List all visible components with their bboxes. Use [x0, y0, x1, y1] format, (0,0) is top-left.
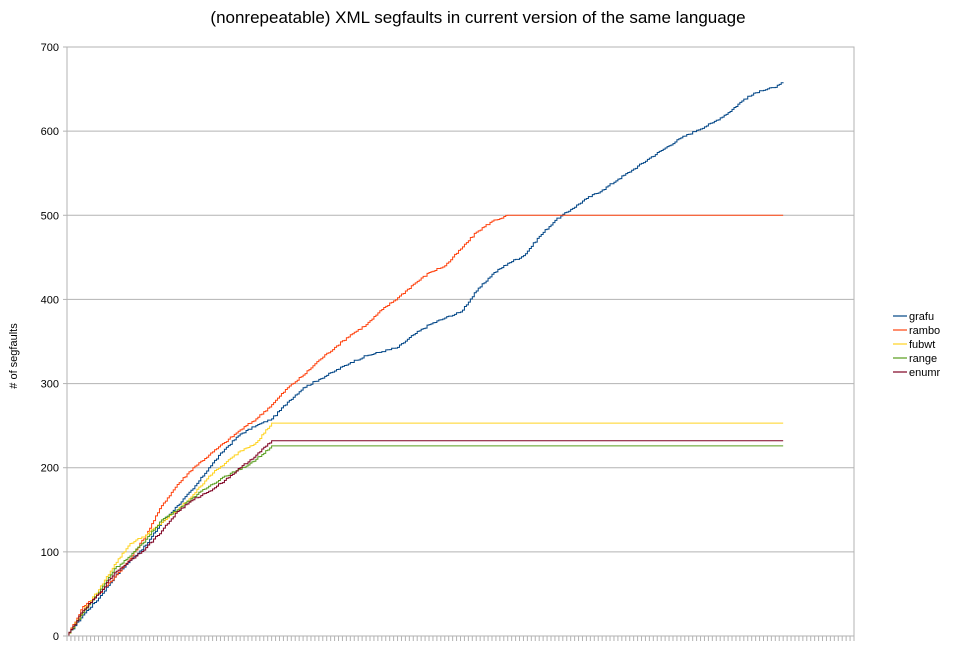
- y-tick-label: 500: [41, 210, 59, 222]
- legend-label-rambo: rambo: [909, 325, 940, 337]
- y-tick-label: 700: [41, 42, 59, 54]
- x-tick-marks: [66, 636, 855, 641]
- y-axis-label: # of segfaults: [8, 323, 20, 389]
- plot-frame: [66, 46, 855, 637]
- y-tick-label: 400: [41, 294, 59, 306]
- y-tick-labels: 0 100 200 300 400 500 600 700: [41, 42, 59, 643]
- y-tick-label: 100: [41, 547, 59, 559]
- series-line-grafu: [67, 82, 784, 637]
- y-tick-label: 600: [41, 126, 59, 138]
- gridlines: [63, 46, 854, 637]
- chart-title: (nonrepeatable) XML segfaults in current…: [210, 8, 745, 27]
- y-tick-label: 300: [41, 379, 59, 391]
- legend-label-enumr: enumr: [909, 367, 941, 379]
- y-tick-label: 200: [41, 463, 59, 475]
- series-lines: [67, 82, 784, 637]
- series-line-rambo: [67, 214, 784, 637]
- series-line-enumr: [67, 440, 784, 637]
- y-tick-label: 0: [53, 631, 59, 643]
- series-line-fubwt: [67, 422, 784, 637]
- series-line-range: [67, 445, 784, 637]
- legend-label-range: range: [909, 353, 937, 365]
- legend-label-grafu: grafu: [909, 311, 934, 323]
- legend: grafu rambo fubwt range enumr: [893, 311, 941, 379]
- legend-label-fubwt: fubwt: [909, 339, 935, 351]
- x-tick-marks-path: [66, 636, 855, 641]
